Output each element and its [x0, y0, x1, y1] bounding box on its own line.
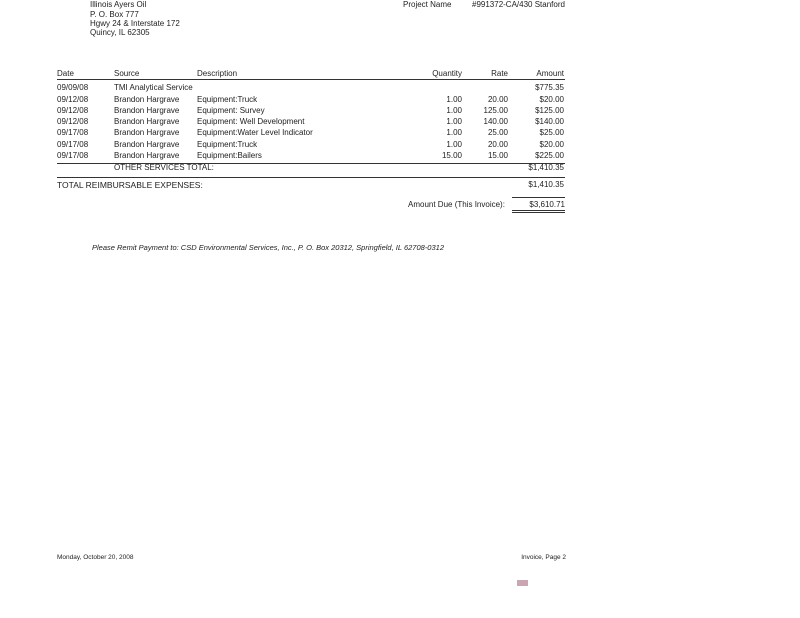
amount-due-value: $3,610.71 — [529, 200, 565, 209]
cell-description: Equipment:Water Level Indicator — [197, 128, 313, 137]
remit-text: Please Remit Payment to: CSD Environment… — [92, 243, 444, 252]
total-rule — [57, 177, 565, 178]
cell-date: 09/12/08 — [57, 117, 89, 126]
cell-description: Equipment: Survey — [197, 106, 265, 115]
cell-date: 09/17/08 — [57, 128, 89, 137]
cell-amount: $25.00 — [539, 128, 564, 137]
cell-quantity: 1.00 — [446, 140, 462, 149]
cell-rate: 140.00 — [483, 117, 508, 126]
cell-quantity: 1.00 — [446, 95, 462, 104]
cell-amount: $140.00 — [535, 117, 564, 126]
cell-rate: 20.00 — [487, 140, 508, 149]
cell-date: 09/12/08 — [57, 106, 89, 115]
cell-source: Brandon Hargrave — [114, 151, 180, 160]
header-amount: Amount — [536, 69, 564, 78]
cell-date: 09/09/08 — [57, 83, 89, 92]
header-description: Description — [197, 69, 238, 78]
amount-due-label: Amount Due (This Invoice): — [408, 200, 505, 209]
cell-source: Brandon Hargrave — [114, 128, 180, 137]
cell-rate: 15.00 — [487, 151, 508, 160]
reimbursable-total: $1,410.35 — [528, 180, 564, 189]
cell-quantity: 15.00 — [441, 151, 462, 160]
cell-description: Equipment:Truck — [197, 95, 258, 104]
cell-quantity: 1.00 — [446, 106, 462, 115]
cell-source: Brandon Hargrave — [114, 106, 180, 115]
client-name: Illinois Ayers Oil — [90, 0, 147, 9]
cell-rate: 125.00 — [483, 106, 508, 115]
cell-amount: $225.00 — [535, 151, 564, 160]
amount-due-rule-top — [512, 197, 565, 198]
cell-description: Equipment:Bailers — [197, 151, 262, 160]
amount-due-rule-bottom — [512, 210, 565, 213]
cell-date: 09/17/08 — [57, 151, 89, 160]
header-rule — [57, 79, 565, 80]
cell-quantity: 1.00 — [446, 128, 462, 137]
cell-amount: $775.35 — [535, 83, 564, 92]
cell-source: Brandon Hargrave — [114, 117, 180, 126]
cell-amount: $20.00 — [539, 95, 564, 104]
header-quantity: Quantity — [432, 69, 462, 78]
cell-date: 09/17/08 — [57, 140, 89, 149]
cell-date: 09/12/08 — [57, 95, 89, 104]
cell-description: Equipment: Well Development — [197, 117, 305, 126]
other-services-label: OTHER SERVICES TOTAL: — [114, 163, 214, 172]
cell-amount: $20.00 — [539, 140, 564, 149]
project-value: #991372-CA/430 Stanford — [472, 0, 565, 9]
scan-mark-icon — [517, 580, 528, 586]
header-rate: Rate — [491, 69, 508, 78]
cell-amount: $125.00 — [535, 106, 564, 115]
other-services-total: $1,410.35 — [528, 163, 564, 172]
cell-source: Brandon Hargrave — [114, 95, 180, 104]
cell-rate: 25.00 — [487, 128, 508, 137]
cell-rate: 20.00 — [487, 95, 508, 104]
cell-source: TMI Analytical Service — [114, 83, 193, 92]
client-city: Quincy, IL 62305 — [90, 28, 150, 37]
client-address2: Hgwy 24 & Interstate 172 — [90, 19, 180, 28]
client-address1: P. O. Box 777 — [90, 10, 139, 19]
footer-page: Invoice, Page 2 — [521, 554, 566, 561]
cell-quantity: 1.00 — [446, 117, 462, 126]
reimbursable-label: TOTAL REIMBURSABLE EXPENSES: — [57, 180, 203, 190]
rows-rule — [57, 163, 565, 164]
cell-description: Equipment:Truck — [197, 140, 258, 149]
project-label: Project Name — [403, 0, 452, 9]
header-source: Source — [114, 69, 140, 78]
footer-date: Monday, October 20, 2008 — [57, 554, 134, 561]
cell-source: Brandon Hargrave — [114, 140, 180, 149]
header-date: Date — [57, 69, 74, 78]
